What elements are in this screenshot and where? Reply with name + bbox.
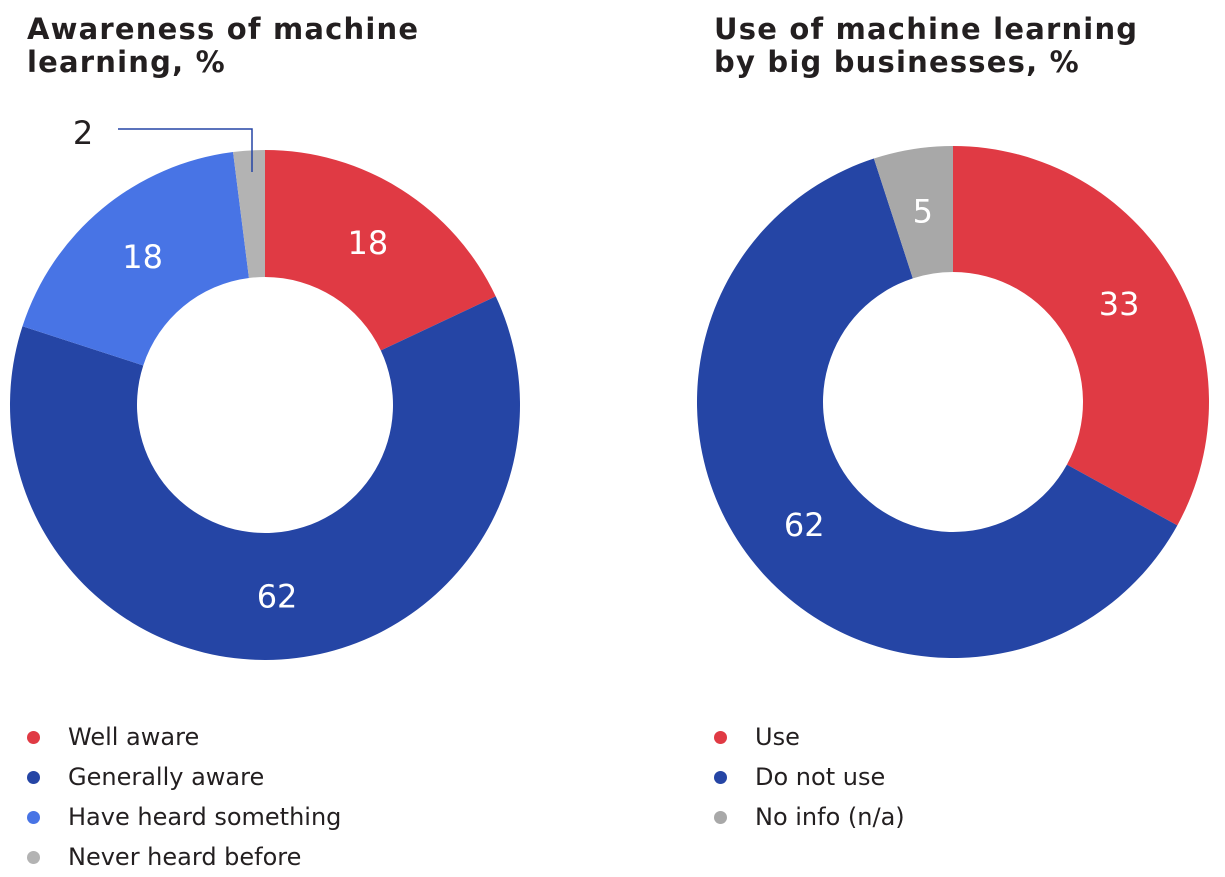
donut-chart-business-use: 33 62 5	[696, 146, 1209, 659]
slice-never-heard-before	[233, 150, 265, 279]
legend-swatch	[27, 770, 40, 784]
legend-item: Well aware	[27, 717, 341, 757]
slice-value-label: 33	[1099, 285, 1140, 323]
slice-use	[953, 146, 1209, 526]
legend-label: Have heard something	[68, 803, 342, 831]
legend-label: Generally aware	[68, 763, 265, 791]
slice-value-label: 18	[348, 224, 389, 262]
legend-label: Use	[755, 723, 800, 751]
slice-generally-aware	[9, 296, 521, 660]
slice-value-label: 5	[913, 192, 933, 230]
legend-business-use: Use Do not use No info (n/a)	[714, 717, 905, 837]
slice-value-label: 62	[784, 506, 825, 544]
legend-swatch	[714, 730, 727, 744]
legend-item: No info (n/a)	[714, 797, 905, 837]
legend-label: Never heard before	[68, 843, 302, 871]
slice-no-info-n-a	[873, 146, 953, 279]
legend-item: Generally aware	[27, 757, 341, 797]
slice-have-heard-something	[22, 152, 249, 366]
slice-value-label: 2	[73, 114, 93, 152]
callout-line	[118, 128, 253, 172]
legend-label: Well aware	[68, 723, 200, 751]
legend-item: Never heard before	[27, 837, 341, 877]
legend-label: Do not use	[755, 763, 886, 791]
slice-well-aware	[265, 150, 496, 351]
legend-swatch	[27, 810, 40, 824]
legend-swatch	[27, 850, 40, 864]
chart-title-business-use: Use of machine learning by big businesse…	[714, 12, 1139, 79]
slice-do-not-use	[696, 158, 1178, 659]
legend-item: Use	[714, 717, 905, 757]
chart-title-awareness: Awareness of machine learning, %	[27, 12, 420, 79]
legend-swatch	[27, 730, 40, 744]
legend-awareness: Well aware Generally aware Have heard so…	[27, 717, 341, 877]
legend-item: Have heard something	[27, 797, 341, 837]
legend-label: No info (n/a)	[755, 803, 905, 831]
legend-item: Do not use	[714, 757, 905, 797]
slice-value-label: 18	[122, 238, 163, 276]
slice-value-label: 62	[257, 578, 298, 616]
donut-chart-awareness: 18 62 18 2	[9, 114, 521, 660]
legend-swatch	[714, 770, 727, 784]
legend-swatch	[714, 810, 727, 824]
